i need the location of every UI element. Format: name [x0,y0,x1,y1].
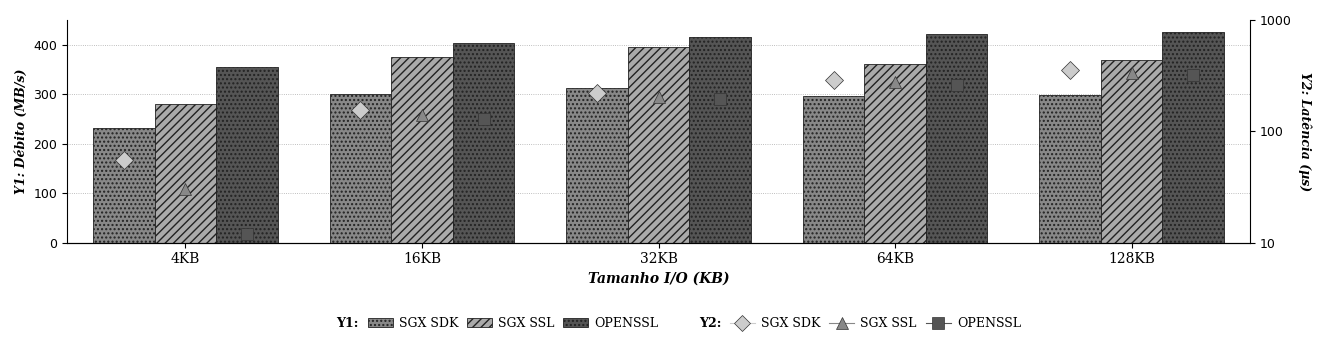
Bar [566,88,627,243]
Bar [802,96,865,243]
Bar [452,43,514,243]
Bar [690,37,751,243]
Bar [330,94,391,243]
Bar [93,128,155,243]
Bar [1040,95,1101,243]
X-axis label: Tamanho I/O (KB): Tamanho I/O (KB) [587,272,729,286]
Y-axis label: Y1: Débito (MB/s): Y1: Débito (MB/s) [15,69,28,194]
Y-axis label: Y2: Latência (µs): Y2: Latência (µs) [1298,72,1311,191]
Bar [155,104,216,243]
Bar [1101,59,1163,243]
Legend: Y1:, SGX SDK, SGX SSL, OPENSSL, Y2:, SGX SDK, SGX SSL, OPENSSL: Y1:, SGX SDK, SGX SSL, OPENSSL, Y2:, SGX… [300,312,1026,335]
Bar [216,67,277,243]
Bar [865,64,926,243]
Bar [1163,32,1224,243]
Bar [926,34,988,243]
Bar [627,47,690,243]
Bar [391,57,452,243]
